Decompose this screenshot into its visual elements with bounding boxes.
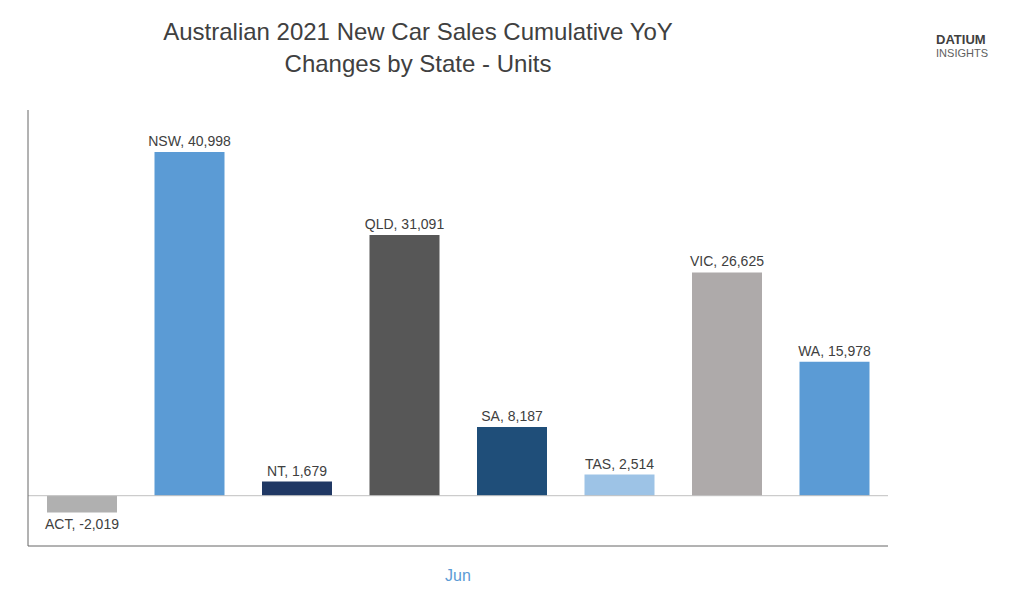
svg-text:ACT, -2,019: ACT, -2,019 [45, 516, 119, 532]
svg-text:NSW, 40,998: NSW, 40,998 [148, 133, 231, 149]
html-text:Changes by State - Units: Changes by State - Units [284, 50, 552, 77]
html-text:INSIGHTS: INSIGHTS [936, 47, 988, 59]
svg-text:WA, 15,978: WA, 15,978 [798, 343, 871, 359]
html-text:DATIUM: DATIUM [936, 32, 986, 47]
svg-text:Jun: Jun [445, 567, 471, 584]
html-text:Australian 2021 New Car Sales: Australian 2021 New Car Sales Cumulative… [163, 18, 673, 45]
svg-text:QLD, 31,091: QLD, 31,091 [365, 216, 445, 232]
svg-text:NT, 1,679: NT, 1,679 [267, 463, 327, 479]
svg-text:TAS, 2,514: TAS, 2,514 [585, 456, 654, 472]
svg-text:SA, 8,187: SA, 8,187 [481, 408, 543, 424]
svg-text:VIC, 26,625: VIC, 26,625 [690, 253, 764, 269]
